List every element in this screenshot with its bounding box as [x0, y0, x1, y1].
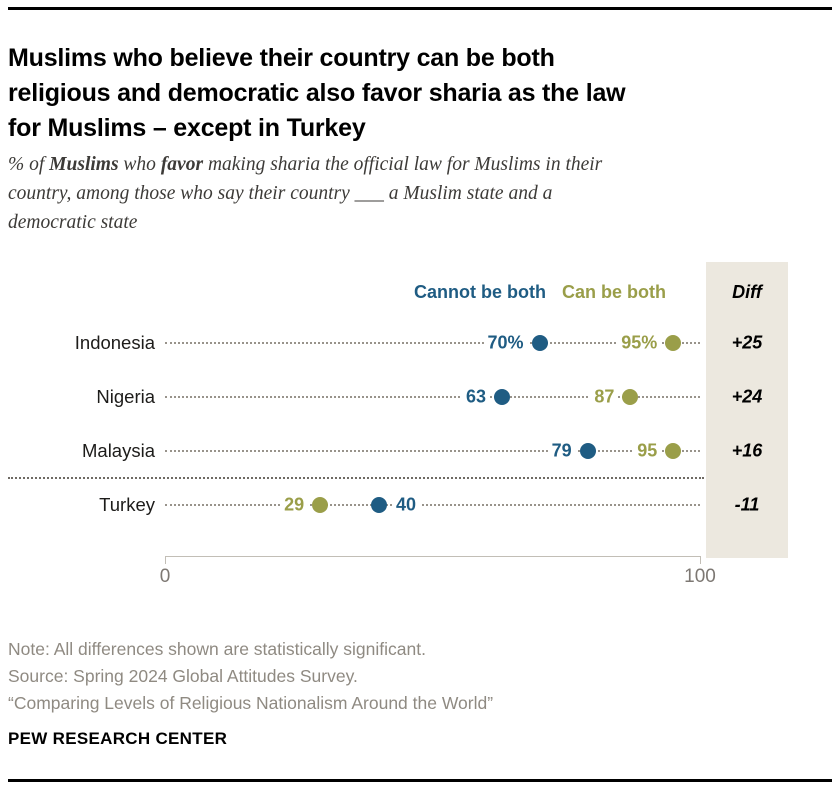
pew-research-center-brand: PEW RESEARCH CENTER: [8, 729, 228, 748]
citation-text: “Comparing Levels of Religious Nationali…: [8, 693, 494, 713]
country-label-malaysia: Malaysia: [82, 440, 155, 461]
dot-cannot-malaysia: [579, 443, 596, 459]
subtitle-text: who: [118, 154, 161, 175]
value-label-cannot-indonesia: 70%: [483, 331, 528, 355]
diff-value-malaysia: +16: [731, 440, 763, 461]
value-label-can-indonesia: 95%: [617, 331, 662, 355]
subtitle-bold-favor: favor: [160, 154, 204, 175]
subtitle-text: % of: [8, 154, 50, 175]
diff-value-turkey: -11: [734, 494, 760, 515]
diff-value-nigeria: +24: [731, 386, 763, 407]
dot-cannot-indonesia: [531, 335, 548, 351]
chart-subtitle: % of Muslims who favor making sharia the…: [8, 150, 828, 237]
title-line-3: for Muslims – except in Turkey: [8, 113, 366, 142]
title-line-2: religious and democratic also favor shar…: [8, 78, 626, 107]
subtitle-line-2: country, among those who say their count…: [8, 183, 553, 204]
x-axis-label-0: 0: [159, 566, 171, 587]
legend-can-be-both: Can be both: [562, 282, 666, 302]
dot-cannot-nigeria: [494, 389, 511, 405]
bottom-divider: [8, 779, 832, 782]
leader-line-nigeria: [165, 396, 700, 398]
x-axis-tick-100: [700, 556, 701, 564]
subtitle-bold-muslims: Muslims: [49, 154, 119, 175]
x-axis-line: [165, 556, 701, 557]
country-label-indonesia: Indonesia: [74, 332, 155, 353]
leader-line-turkey: [165, 504, 700, 506]
value-label-cannot-malaysia: 79: [547, 439, 576, 463]
diff-column-background: [706, 262, 788, 558]
dot-can-nigeria: [622, 389, 639, 405]
turkey-separator-line: [8, 477, 704, 479]
leader-line-malaysia: [165, 450, 700, 452]
dot-plot-chart: Cannot be both Can be both Diff 0 100 In…: [0, 258, 840, 603]
source-text: Source: Spring 2024 Global Attitudes Sur…: [8, 666, 358, 686]
country-label-nigeria: Nigeria: [96, 386, 155, 407]
dot-cannot-turkey: [371, 497, 387, 513]
x-axis-tick-0: [165, 556, 166, 564]
chart-title: Muslims who believe their country can be…: [8, 41, 828, 146]
note-text: Note: All differences shown are statisti…: [8, 639, 426, 659]
value-label-can-malaysia: 95: [633, 439, 662, 463]
dot-can-turkey: [312, 497, 329, 513]
legend-cannot-be-both: Cannot be both: [414, 282, 546, 302]
title-line-1: Muslims who believe their country can be…: [8, 43, 555, 72]
dot-can-malaysia: [665, 443, 682, 459]
country-label-turkey: Turkey: [99, 494, 155, 515]
diff-column-header: Diff: [732, 282, 762, 302]
value-label-can-turkey: 29: [280, 493, 309, 517]
subtitle-text: making sharia the official law for Musli…: [203, 154, 603, 175]
value-label-cannot-nigeria: 63: [462, 385, 491, 409]
diff-value-indonesia: +25: [731, 332, 763, 353]
x-axis-label-100: 100: [684, 566, 716, 587]
top-divider: [8, 7, 832, 10]
subtitle-line-3: democratic state: [8, 212, 138, 233]
value-label-cannot-turkey: 40: [392, 493, 421, 517]
leader-line-indonesia: [165, 342, 700, 344]
value-label-can-nigeria: 87: [590, 385, 619, 409]
dot-can-indonesia: [665, 335, 682, 351]
